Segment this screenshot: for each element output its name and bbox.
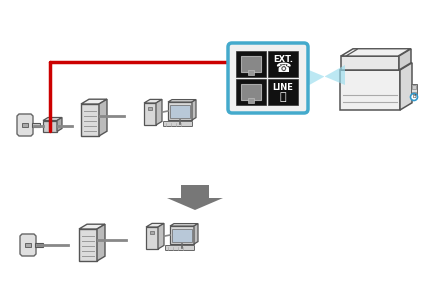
Polygon shape: [341, 49, 411, 56]
Polygon shape: [346, 49, 410, 56]
Polygon shape: [57, 118, 62, 131]
Polygon shape: [79, 229, 97, 261]
Polygon shape: [304, 65, 345, 88]
Polygon shape: [81, 104, 99, 136]
Bar: [268, 79, 298, 105]
Bar: [412, 92, 416, 96]
Polygon shape: [144, 99, 162, 103]
Polygon shape: [170, 224, 198, 226]
Bar: [148, 106, 152, 110]
Polygon shape: [17, 114, 33, 136]
Text: ☎: ☎: [275, 62, 291, 76]
FancyBboxPatch shape: [241, 84, 261, 100]
Bar: [172, 229, 192, 242]
Text: B: B: [412, 94, 416, 100]
Bar: [236, 51, 266, 77]
Bar: [22, 123, 28, 127]
Text: LINE: LINE: [272, 82, 293, 91]
Polygon shape: [146, 227, 158, 249]
Bar: [248, 98, 254, 103]
Bar: [35, 243, 43, 247]
Polygon shape: [20, 234, 36, 256]
Polygon shape: [340, 70, 400, 110]
Polygon shape: [97, 224, 105, 261]
Polygon shape: [168, 102, 192, 120]
Polygon shape: [341, 56, 399, 70]
Polygon shape: [340, 63, 412, 70]
Bar: [411, 84, 417, 98]
Text: EXT.: EXT.: [273, 55, 293, 64]
Polygon shape: [192, 100, 196, 120]
Polygon shape: [168, 100, 196, 102]
Circle shape: [411, 94, 417, 100]
Polygon shape: [144, 103, 156, 125]
Bar: [170, 105, 190, 118]
FancyBboxPatch shape: [164, 122, 193, 127]
FancyBboxPatch shape: [165, 245, 195, 250]
Polygon shape: [158, 224, 164, 249]
Polygon shape: [399, 49, 411, 70]
Polygon shape: [79, 224, 105, 229]
Bar: [32, 123, 40, 127]
Polygon shape: [43, 121, 57, 131]
Polygon shape: [81, 99, 107, 104]
Polygon shape: [43, 118, 62, 121]
Polygon shape: [146, 224, 164, 227]
Polygon shape: [170, 226, 194, 244]
Polygon shape: [156, 99, 162, 125]
Bar: [236, 79, 266, 105]
Polygon shape: [99, 99, 107, 136]
Polygon shape: [400, 63, 412, 110]
Polygon shape: [167, 185, 223, 210]
Bar: [248, 70, 254, 75]
Bar: [268, 51, 298, 77]
FancyBboxPatch shape: [241, 56, 261, 72]
FancyBboxPatch shape: [228, 43, 308, 113]
Bar: [412, 85, 416, 89]
Polygon shape: [194, 224, 198, 244]
Bar: [150, 231, 154, 234]
Text: 🔑: 🔑: [280, 92, 286, 102]
Bar: [25, 243, 31, 247]
